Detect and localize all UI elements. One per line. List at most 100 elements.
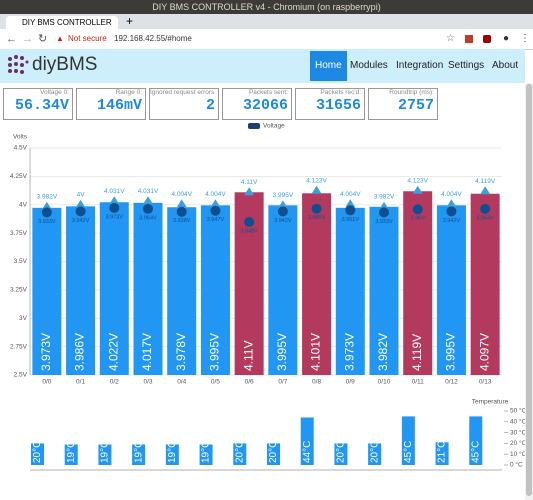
logo-text: diyBMS <box>32 54 98 75</box>
bar-value-label: 19°C <box>100 441 111 463</box>
menu-item[interactable]: Settings <box>448 60 485 71</box>
bar-value-label: 3.973V <box>39 333 53 371</box>
legend-swatch <box>248 123 260 129</box>
bar <box>32 207 62 375</box>
menu-item[interactable]: Integration <box>396 60 444 71</box>
menu-item[interactable]: Home <box>310 51 347 81</box>
y-tick-label: 4.5V <box>14 145 28 152</box>
reload[interactable]: ↻ <box>38 33 48 45</box>
bar-value-label: 4.101V <box>309 333 323 371</box>
y-tick-label: 30 °C <box>510 428 525 436</box>
bar <box>470 193 500 375</box>
extension[interactable] <box>465 35 473 43</box>
bar <box>436 205 466 375</box>
bar <box>403 191 433 375</box>
max-marker <box>412 185 423 194</box>
x-tick-label: 0/11 <box>412 379 425 386</box>
bar-value-label: 4.022V <box>106 333 120 371</box>
bar <box>199 444 213 465</box>
bar-value-label: 3.995V <box>275 333 289 371</box>
stat-box: Packets sent: 32066 <box>222 88 292 120</box>
max-label: 4.11V <box>241 179 258 186</box>
min-marker <box>75 206 86 217</box>
bar-value-label: 4.11V <box>241 341 255 371</box>
legend-label: Voltage <box>263 123 285 130</box>
bar <box>267 443 280 465</box>
bar-value-label: 44°C <box>302 441 313 463</box>
max-marker <box>143 196 153 205</box>
window-title: DIY BMS CONTROLLER v4 - Chromium (on ras… <box>0 0 533 14</box>
min-label: 3.848V <box>240 228 258 234</box>
bar <box>99 202 129 375</box>
bar-value-label: 45°C <box>470 441 481 463</box>
stat-label: Voltage 0: <box>40 89 69 96</box>
logo-icon <box>8 55 29 74</box>
bar <box>469 416 483 465</box>
y-axis-title: Temperature <box>472 399 509 406</box>
bar-value-label: 19°C <box>201 441 212 463</box>
tab-bar: DIY BMS CONTROLLER + <box>0 14 533 29</box>
y-axis-title: Volts <box>13 134 28 141</box>
bar <box>233 443 247 465</box>
x-tick-label: 0/5 <box>211 379 220 386</box>
min-marker <box>210 205 221 216</box>
y-tick-label: 3.5V <box>14 258 28 265</box>
max-marker <box>41 201 52 210</box>
x-tick-label: 0/3 <box>143 379 152 386</box>
bar-value-label: 4.119V <box>410 334 424 371</box>
stat-label: Ignored request errors: <box>150 89 215 96</box>
y-tick-label: 2.5V <box>14 372 28 379</box>
max-label: 4.004V <box>340 191 361 198</box>
min-label: 3.964V <box>476 215 494 221</box>
bar <box>335 207 365 375</box>
max-marker <box>345 199 356 208</box>
bar <box>66 206 96 375</box>
extension[interactable] <box>483 35 491 43</box>
max-marker <box>446 199 457 208</box>
profile[interactable]: ● <box>503 33 510 44</box>
menu-dots[interactable]: ⋮ <box>520 33 530 44</box>
x-tick-label: 0/9 <box>346 379 355 386</box>
max-marker <box>244 187 255 196</box>
new-tab[interactable]: + <box>126 14 134 28</box>
bar-value-label: 21°C <box>437 441 448 463</box>
stat-label: Packets rec'd: <box>320 89 361 96</box>
x-tick-label: 0/7 <box>278 379 287 386</box>
stat-value: 56.34V <box>14 97 69 114</box>
bar <box>133 202 163 375</box>
min-marker <box>345 205 356 216</box>
bar-value-label: 20°C <box>369 441 380 463</box>
min-label: 3.933V <box>38 219 56 225</box>
min-label: 3.942V <box>274 218 292 224</box>
bar <box>302 193 332 375</box>
url[interactable]: 192.168.42.55/#home <box>114 34 192 43</box>
stat-value: 31656 <box>315 97 361 114</box>
back[interactable]: ← <box>6 33 17 45</box>
y-tick-label: 40 °C <box>510 418 525 426</box>
min-marker <box>176 206 187 217</box>
x-tick-label: 0/8 <box>312 379 321 386</box>
min-marker <box>244 217 255 228</box>
max-marker <box>311 185 322 194</box>
min-marker <box>311 203 322 214</box>
y-tick-label: 3V <box>19 315 28 322</box>
max-label: 4.031V <box>104 188 125 195</box>
bookmark[interactable]: ☆ <box>446 33 455 44</box>
max-label: 4.004V <box>205 191 226 198</box>
bar <box>132 444 146 465</box>
menu-item[interactable]: About <box>492 60 519 71</box>
x-tick-label: 0/12 <box>445 379 458 386</box>
min-marker <box>277 206 288 217</box>
bar-value-label: 19°C <box>66 441 77 463</box>
stat-label: Roundtrip (ms): <box>389 89 434 96</box>
menu-item[interactable]: Modules <box>350 60 388 71</box>
forward[interactable]: → <box>22 33 33 45</box>
max-marker <box>210 199 221 208</box>
security-state[interactable]: Not secure <box>68 34 107 43</box>
tab[interactable]: DIY BMS CONTROLLER <box>6 16 118 29</box>
scroll-thumb[interactable] <box>526 84 532 496</box>
max-label: 4V <box>77 191 86 198</box>
max-label: 4.004V <box>441 191 462 198</box>
min-marker <box>41 207 52 218</box>
stat-label: Packets sent: <box>248 89 288 96</box>
